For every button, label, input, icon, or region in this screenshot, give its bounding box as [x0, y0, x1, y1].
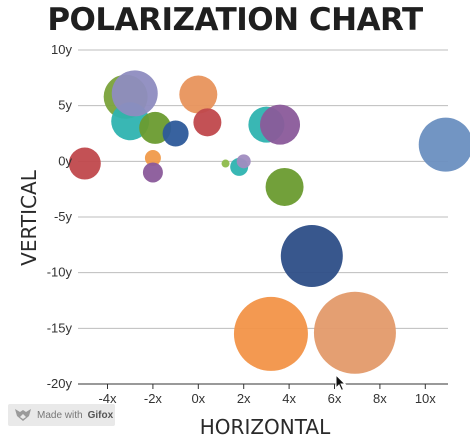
- y-tick-label: 0y: [58, 153, 72, 168]
- bubble-series: [68, 70, 470, 374]
- x-axis-title: HORIZONTAL: [200, 415, 331, 438]
- bubble-point[interactable]: [68, 147, 101, 180]
- badge-brand: Gifox: [87, 409, 114, 421]
- x-tick-label: 0x: [191, 391, 205, 406]
- y-tick-label: 10y: [51, 42, 72, 57]
- x-tick-label: 6x: [328, 391, 342, 406]
- bubble-point[interactable]: [179, 75, 218, 114]
- x-tick-label: 4x: [282, 391, 296, 406]
- gifox-logo-icon: [15, 409, 31, 421]
- y-tick-label: -15y: [47, 320, 73, 335]
- bubble-point[interactable]: [280, 224, 343, 287]
- x-tick-label: -4x: [98, 391, 117, 406]
- bubble-point[interactable]: [418, 117, 470, 172]
- bubble-point[interactable]: [221, 159, 230, 168]
- mouse-pointer-icon: [335, 374, 347, 392]
- bubble-point[interactable]: [111, 70, 158, 117]
- y-axis-title: VERTICAL: [17, 169, 41, 266]
- y-tick-label: -20y: [47, 376, 73, 391]
- y-tick-label: -10y: [47, 265, 73, 280]
- x-tick-label: -2x: [144, 391, 163, 406]
- tick-labels: 10y 5y 0y -5y -10y -15y -20y -4x -2x 0x 2x 4x 6x 8x 10…: [47, 42, 437, 406]
- x-tick-label: 8x: [373, 391, 387, 406]
- bubble-point[interactable]: [144, 149, 161, 166]
- gifox-watermark[interactable]: Made with Gifox: [8, 404, 115, 426]
- y-tick-label: -5y: [54, 209, 73, 224]
- badge-text: Made with: [37, 409, 83, 421]
- bubble-point[interactable]: [265, 167, 304, 206]
- y-tick-label: 5y: [58, 98, 72, 113]
- chart-title: POLARIZATION CHART: [47, 2, 423, 38]
- bubble-point[interactable]: [260, 104, 301, 145]
- bubble-point[interactable]: [193, 108, 222, 137]
- x-tick-label: 2x: [237, 391, 251, 406]
- bubble-point[interactable]: [142, 162, 163, 183]
- bubble-point[interactable]: [233, 296, 308, 371]
- bubble-point[interactable]: [236, 154, 251, 169]
- x-tick-label: 10x: [415, 391, 436, 406]
- bubble-point[interactable]: [162, 120, 189, 147]
- bubble-point[interactable]: [313, 291, 396, 374]
